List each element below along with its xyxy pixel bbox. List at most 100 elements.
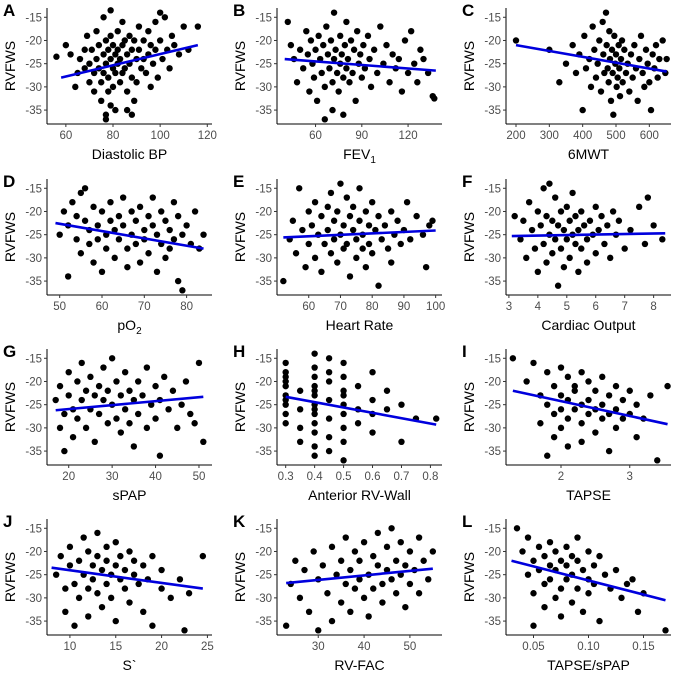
panel-f-point — [595, 226, 602, 234]
panel-l-point — [585, 590, 592, 597]
panel-j-point — [103, 580, 110, 588]
panel-d: D -35 -30 -25 -20 -15 50 60 70 80 RVFWS pO2 — [2, 172, 212, 337]
panel-g-point — [117, 429, 125, 436]
panel-f-point — [615, 217, 623, 224]
panel-h-point — [354, 382, 362, 390]
panel-d-point — [132, 217, 140, 224]
panel-a-x-axis-title: Diastolic BP — [92, 146, 167, 162]
panel-j-point — [94, 590, 101, 597]
panel-a-point — [138, 65, 145, 72]
panel-b-y-tick-label: -30 — [255, 82, 272, 94]
panel-d-point — [170, 236, 178, 243]
panel-h-point — [369, 429, 376, 436]
panel-b-point — [431, 95, 438, 102]
panel-c-point — [641, 83, 648, 91]
panel-c-point — [626, 88, 633, 95]
panel-e-point — [368, 199, 376, 206]
panel-j-point — [62, 585, 69, 592]
panel-a-point — [112, 69, 119, 77]
panel-d-letter: D — [3, 172, 15, 191]
panel-j-point — [107, 594, 115, 602]
panel-b-y-axis-title: RVFWS — [232, 41, 248, 91]
panel-k-point — [342, 534, 349, 541]
panel-l-point — [552, 548, 559, 555]
panel-b-point — [360, 41, 367, 49]
panel-g-point — [174, 424, 181, 432]
panel-c-point — [594, 60, 601, 67]
panel-c-point — [663, 55, 670, 63]
panel-d-point — [179, 231, 186, 238]
panel-h-letter: H — [233, 342, 245, 361]
panel-a-point — [95, 41, 103, 49]
panel-e-point — [388, 259, 395, 266]
panel-g-point — [61, 447, 68, 455]
panel-d-y-axis-title: RVFWS — [2, 212, 18, 262]
panel-a-point — [107, 102, 114, 109]
panel-a-point — [100, 69, 107, 77]
panel-h-point — [325, 433, 333, 441]
panel-g-y-axis-title: RVFWS — [2, 382, 18, 432]
panel-j-x-axis-title-text: S` — [123, 657, 137, 673]
panel-c-letter: C — [462, 1, 474, 20]
panel-j-y-axis-title: RVFWS — [2, 552, 18, 602]
panel-a-x-tick-label: 60 — [59, 130, 72, 142]
panel-a-point — [76, 55, 84, 63]
panel-h-point — [282, 378, 289, 385]
panel-e-point — [318, 212, 325, 220]
panel-a-point — [62, 41, 70, 49]
panel-d-x-tick-label: 80 — [180, 301, 193, 313]
panel-c-point — [610, 111, 617, 118]
panel-b-point — [303, 28, 310, 35]
panel-f-x-tick-label: 4 — [535, 301, 542, 313]
panel-k-x-axis-title-text: RV-FAC — [334, 657, 384, 673]
panel-e-point — [372, 226, 379, 234]
panel-j-point — [185, 590, 193, 597]
panel-c-y-tick-label: -35 — [484, 105, 501, 117]
panel-g-point — [91, 438, 98, 445]
panel-j-point — [149, 552, 156, 560]
panel-e-point — [403, 199, 411, 206]
panel-b-point — [315, 32, 322, 40]
panel-a-point — [83, 32, 91, 40]
panel-j-point — [94, 529, 101, 537]
panel-k-point — [305, 608, 313, 615]
panel-f-point — [583, 236, 591, 243]
panel-b-point — [353, 28, 361, 35]
panel-f: F -35 -30 -25 -20 -15 3 4 5 6 7 8 RVFWS Cardiac Outpu… — [461, 172, 671, 333]
panel-i-x-axis-title: TAPSE — [566, 487, 611, 503]
panel-f-point — [557, 208, 565, 215]
panel-h-point — [398, 401, 405, 408]
panel-g-point — [143, 364, 151, 371]
panel-f-point — [627, 226, 634, 234]
panel-f-point — [552, 194, 559, 201]
panel-b-point — [383, 41, 390, 49]
panel-k-point — [328, 617, 336, 625]
panel-k-point — [347, 566, 354, 574]
panel-k-point — [383, 543, 391, 551]
panel-c-point — [644, 60, 651, 67]
panel-k-y-axis-title: RVFWS — [232, 552, 248, 602]
panel-c-y-tick-label: -30 — [484, 82, 501, 94]
panel-f-point — [575, 226, 582, 234]
panel-i-point — [612, 382, 620, 390]
panel-h-point — [296, 387, 304, 394]
panel-a-y-axis-title: RVFWS — [2, 41, 18, 91]
panel-g-point — [100, 364, 107, 371]
panel-g-point — [178, 401, 185, 408]
panel-a-point — [126, 32, 133, 40]
panel-f-point — [554, 222, 562, 229]
panel-e-point — [324, 226, 331, 234]
panel-a-point — [116, 55, 124, 63]
panel-h-point — [311, 443, 318, 450]
panel-l-point — [612, 566, 620, 574]
panel-d-point — [128, 208, 135, 215]
panel-b-point — [349, 69, 356, 77]
panel-a-point — [121, 65, 128, 72]
panel-c-point — [652, 41, 660, 49]
panel-k-point — [337, 557, 345, 564]
panel-e-y-tick-label: -15 — [255, 183, 272, 195]
panel-d-x-axis-title-text: pO — [117, 317, 136, 333]
panel-a-point — [131, 37, 138, 44]
panel-e-point — [289, 217, 297, 224]
panel-b-point — [330, 55, 338, 63]
